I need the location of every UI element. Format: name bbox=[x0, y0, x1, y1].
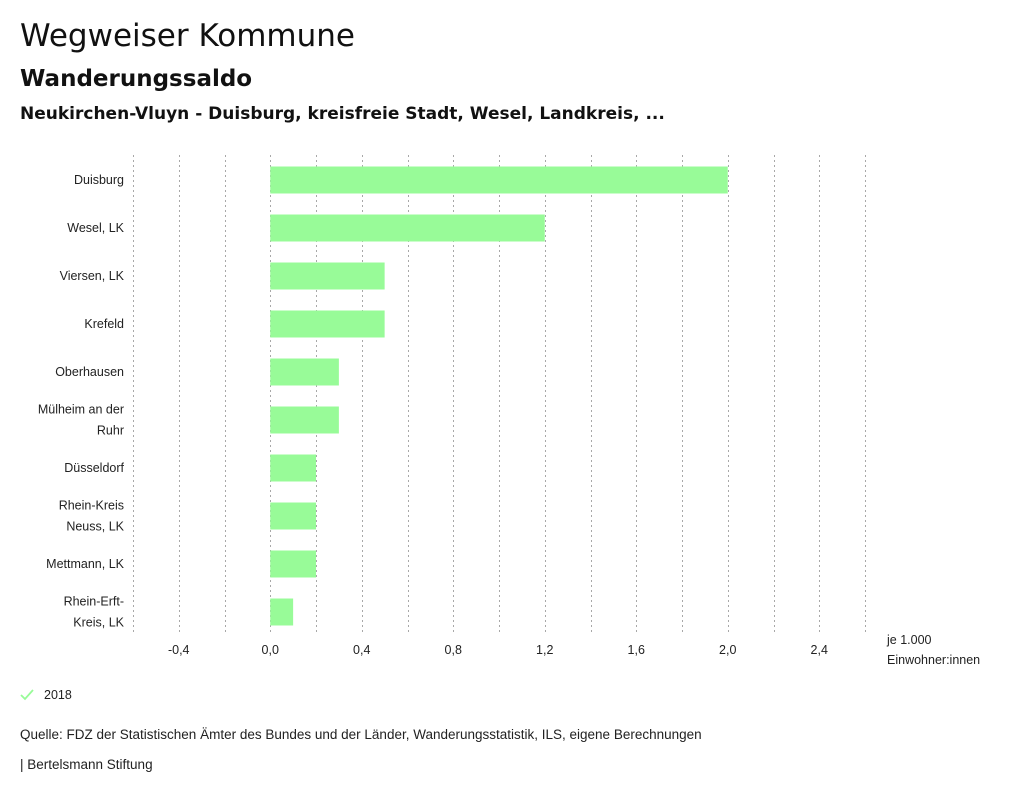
check-icon[interactable] bbox=[20, 689, 34, 701]
bar bbox=[270, 406, 339, 434]
category-label: Mettmann, LK bbox=[46, 557, 124, 571]
category-label: Düsseldorf bbox=[64, 461, 124, 475]
category-label: Rhein-Kreis bbox=[59, 499, 124, 513]
category-label: Viersen, LK bbox=[60, 269, 125, 283]
bar bbox=[270, 358, 339, 386]
brand-note: | Bertelsmann Stiftung bbox=[20, 757, 153, 772]
x-tick-label: 0,4 bbox=[353, 643, 370, 657]
category-label: Wesel, LK bbox=[67, 221, 124, 235]
bar bbox=[270, 502, 316, 530]
category-label: Mülheim an der bbox=[38, 403, 124, 417]
x-tick-label: 0,0 bbox=[262, 643, 279, 657]
category-label: Neuss, LK bbox=[66, 520, 124, 534]
bar bbox=[270, 262, 385, 290]
category-label: Duisburg bbox=[74, 173, 124, 187]
region-label: Neukirchen-Vluyn - Duisburg, kreisfreie … bbox=[20, 104, 665, 124]
x-tick-label: 1,6 bbox=[628, 643, 645, 657]
x-axis-unit: je 1.000 Einwohner:innen bbox=[887, 630, 980, 670]
bar bbox=[270, 166, 728, 194]
x-axis-unit-line: je 1.000 bbox=[887, 633, 932, 647]
category-label: Krefeld bbox=[84, 317, 124, 331]
page-title: Wegweiser Kommune bbox=[20, 18, 355, 54]
category-label: Oberhausen bbox=[55, 365, 124, 379]
x-tick-label: 1,2 bbox=[536, 643, 553, 657]
bar bbox=[270, 598, 294, 626]
chart-subtitle: Wanderungssaldo bbox=[20, 66, 253, 92]
category-label: Rhein-Erft- bbox=[64, 595, 124, 609]
x-tick-label: 2,0 bbox=[719, 643, 736, 657]
bar bbox=[270, 214, 545, 242]
bar bbox=[270, 454, 316, 482]
legend: 2018 bbox=[20, 688, 72, 702]
x-axis-unit-line: Einwohner:innen bbox=[887, 653, 981, 667]
bar bbox=[270, 550, 316, 578]
source-note: Quelle: FDZ der Statistischen Ämter des … bbox=[20, 727, 702, 742]
x-tick-label: -0,4 bbox=[168, 643, 190, 657]
x-tick-label: 0,8 bbox=[445, 643, 462, 657]
bar-chart: -0,4 0,0 0,4 0,8 1,2 1,6 2,0 2,4 Duisburg Wesel, … bbox=[38, 155, 866, 657]
category-label: Kreis, LK bbox=[73, 616, 124, 630]
category-label: Ruhr bbox=[97, 424, 124, 438]
legend-label: 2018 bbox=[44, 688, 72, 702]
x-tick-label: 2,4 bbox=[811, 643, 828, 657]
bar bbox=[270, 310, 385, 338]
